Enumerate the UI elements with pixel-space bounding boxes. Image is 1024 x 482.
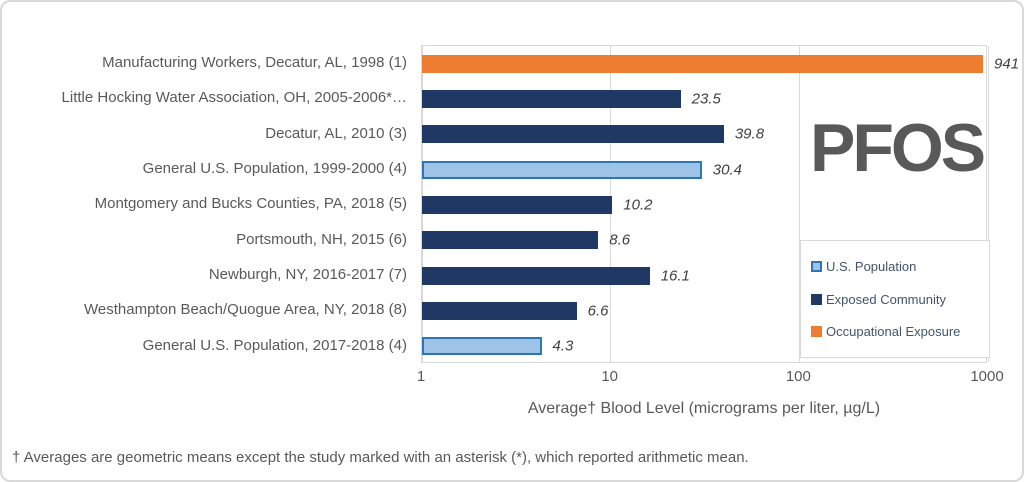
category-label: Newburgh, NY, 2016-2017 (7): [208, 266, 407, 284]
x-axis-tick-label: 1000: [970, 368, 1004, 385]
legend-swatch-occupational_exposure: [811, 326, 822, 338]
category-label: Decatur, AL, 2010 (3): [265, 124, 407, 142]
plot-area: 941 23.5 39.8 30.4 10.2 8.6 16.1 6.6 4.3: [421, 45, 1019, 364]
bar-exposed_community: [422, 89, 681, 108]
legend-entry-us_population: U.S. Population: [811, 259, 989, 274]
footnote: † Averages are geometric means except th…: [12, 449, 749, 466]
legend-swatch-exposed_community: [811, 293, 822, 305]
category-label: Westhampton Beach/Quogue Area, NY, 2018 …: [84, 301, 407, 319]
bar-value-label: 4.3: [552, 337, 574, 355]
legend-swatch-us_population: [811, 260, 822, 272]
bar-value-label: 6.6: [587, 302, 609, 320]
bar-exposed_community: [422, 301, 577, 320]
bar-row: 23.5: [422, 81, 986, 116]
bar-row: 6.6: [422, 293, 986, 328]
legend-entry-exposed_community: Exposed Community: [811, 292, 989, 307]
bar-us_population: [422, 337, 542, 356]
x-axis-tick-label: 100: [785, 368, 811, 385]
bar-row: 39.8: [422, 117, 986, 152]
bar-occupational_exposure: [422, 54, 984, 73]
x-axis-tick-labels: 1 10 100 1000: [2, 368, 1022, 388]
bar-value-label: 30.4: [712, 161, 742, 179]
category-label: Little Hocking Water Association, OH, 20…: [61, 89, 407, 107]
legend-label: Occupational Exposure: [826, 324, 961, 340]
legend-label: Exposed Community: [826, 291, 946, 307]
gridline: [798, 46, 800, 362]
category-label: Portsmouth, NH, 2015 (6): [236, 230, 407, 248]
bar-value-label: 941: [994, 55, 1020, 73]
bar-row: 10.2: [422, 187, 986, 222]
bar-row: 16.1: [422, 258, 986, 293]
legend-entry-occupational_exposure: Occupational Exposure: [811, 324, 989, 339]
bar-exposed_community: [422, 125, 724, 144]
chart-annotation-pfos: PFOS: [810, 110, 986, 186]
x-axis-tick-label: 1: [416, 368, 426, 385]
category-label: Manufacturing Workers, Decatur, AL, 1998…: [102, 54, 407, 72]
legend: U.S. Population Exposed Community Occupati…: [800, 240, 990, 358]
bar-value-label: 16.1: [660, 267, 690, 285]
x-axis-tick-label: 10: [601, 368, 618, 385]
bar-value-label: 8.6: [609, 231, 631, 249]
bar-value-label: 39.8: [734, 125, 765, 143]
bar-value-label: 23.5: [691, 90, 721, 108]
category-label: Montgomery and Bucks Counties, PA, 2018 …: [94, 195, 407, 213]
x-axis-title: Average† Blood Level (micrograms per lit…: [527, 400, 881, 417]
bar-exposed_community: [422, 195, 613, 214]
gridline: [987, 46, 989, 362]
bar-row: 8.6: [422, 223, 986, 258]
legend-label: U.S. Population: [826, 258, 917, 274]
category-label: General U.S. Population, 2017-2018 (4): [142, 336, 407, 354]
bar-row: 4.3: [422, 329, 986, 364]
bar-row: 30.4: [422, 152, 986, 187]
category-label: General U.S. Population, 1999-2000 (4): [142, 160, 407, 178]
bar-exposed_community: [422, 231, 599, 250]
bar-value-label: 10.2: [623, 196, 653, 214]
bar-row: 941: [422, 46, 1019, 81]
bar-us_population: [422, 160, 702, 179]
bar-exposed_community: [422, 266, 650, 285]
